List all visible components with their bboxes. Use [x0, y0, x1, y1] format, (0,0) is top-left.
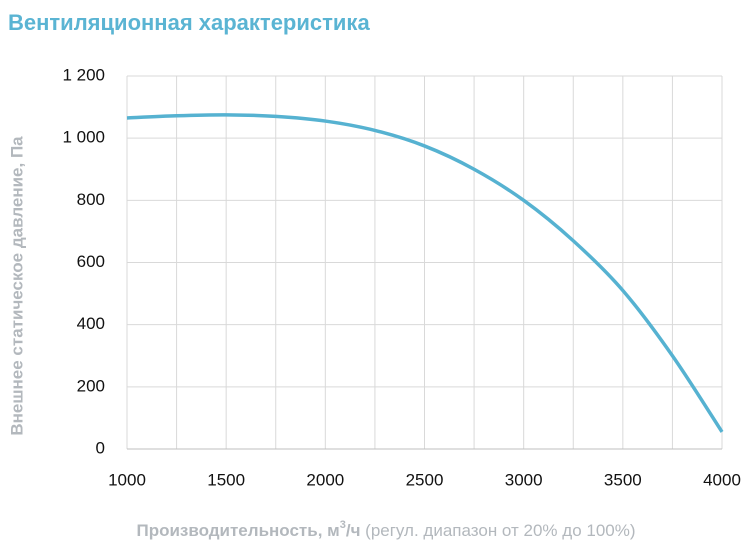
data-line — [126, 113, 724, 433]
y-tick-label: 800 — [77, 190, 105, 209]
x-tick-label: 1500 — [207, 470, 245, 489]
chart-title: Вентиляционная характеристика — [8, 10, 370, 35]
x-label-part: , м — [318, 521, 340, 540]
x-label-part: /ч — [346, 521, 361, 540]
x-label-part: Производительность — [136, 521, 317, 540]
y-axis-label: Внешнее статическое давление, Па — [7, 136, 26, 436]
y-tick-label: 1 200 — [62, 65, 105, 84]
x-label-sup: 3 — [340, 519, 346, 531]
y-tick-label: 1 000 — [62, 128, 105, 147]
x-tick-label: 4000 — [703, 470, 741, 489]
x-label-part: (регул. диапазон от 20% до 100%) — [360, 521, 635, 540]
x-tick-label: 1000 — [108, 470, 146, 489]
y-tick-label: 0 — [96, 438, 105, 457]
x-axis-label: Производительность, м3/ч (регул. диапазо… — [136, 519, 635, 541]
y-tick-label: 200 — [77, 376, 105, 395]
x-tick-label: 2000 — [306, 470, 344, 489]
y-tick-label: 600 — [77, 252, 105, 271]
x-tick-label: 3500 — [604, 470, 642, 489]
x-tick-label: 3000 — [505, 470, 543, 489]
y-tick-label: 400 — [77, 314, 105, 333]
x-tick-label: 2500 — [406, 470, 444, 489]
